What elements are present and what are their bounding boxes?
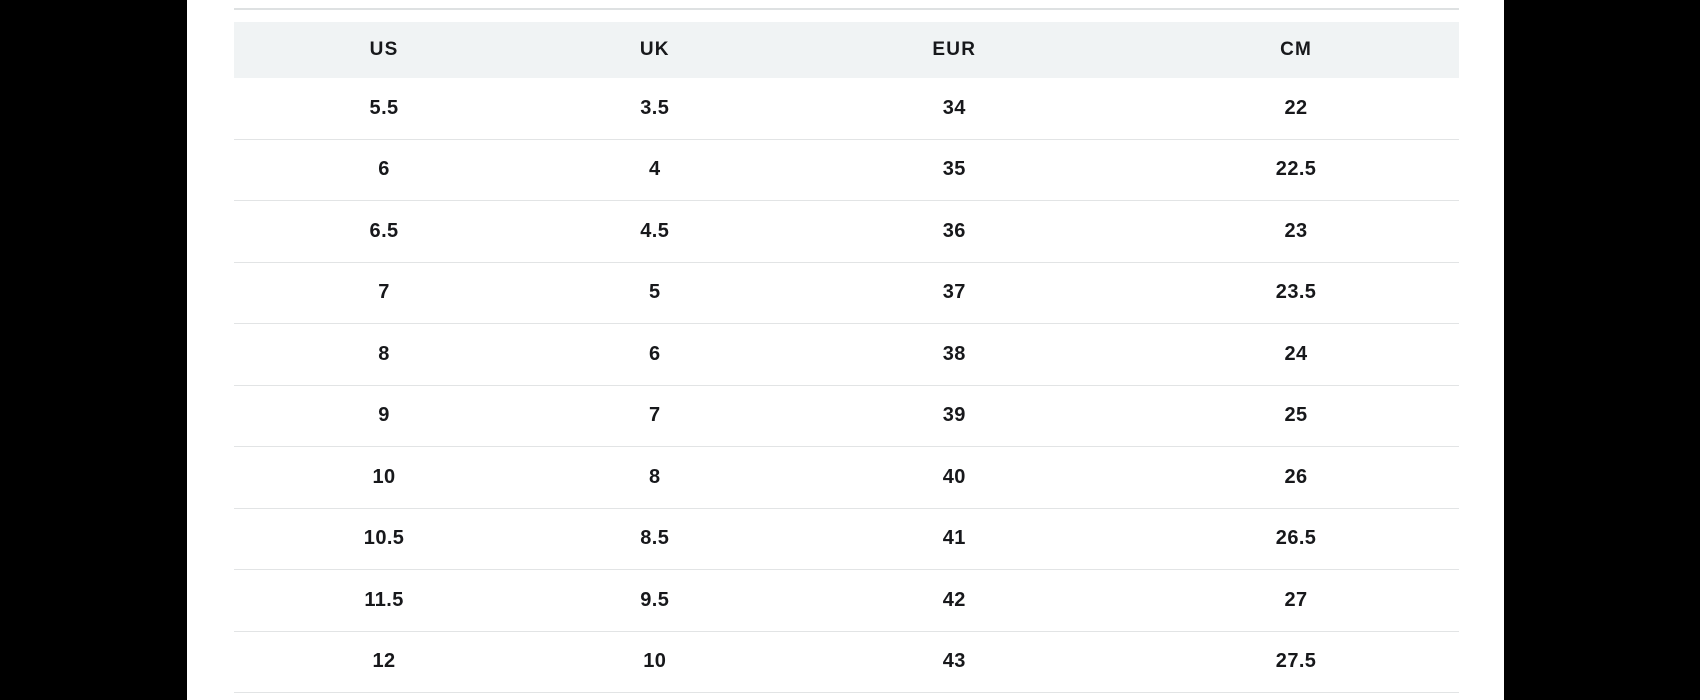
table-cell: 6.5 [234, 200, 535, 263]
top-divider-line [234, 8, 1459, 10]
table-cell: 6 [234, 139, 535, 201]
table-cell: 10 [234, 446, 535, 509]
table-row: 6 4 35 22.5 [234, 139, 1459, 201]
table-cell: 36 [775, 200, 1134, 263]
table-cell: 40 [775, 446, 1134, 509]
table-cell: 6 [534, 323, 776, 386]
table-cell: 23 [1133, 200, 1459, 263]
table-cell: 27 [1133, 569, 1459, 632]
table-cell: 12 [234, 631, 535, 693]
table-cell: 22 [1133, 78, 1459, 140]
table-cell: 27.5 [1133, 631, 1459, 693]
table-cell: 4.5 [534, 200, 776, 263]
table-row: 7 5 37 23.5 [234, 262, 1459, 324]
table-row: 5.5 3.5 34 22 [234, 78, 1459, 140]
table-row: 6.5 4.5 36 23 [234, 200, 1459, 263]
table-cell: 26 [1133, 446, 1459, 509]
table-cell: 24 [1133, 323, 1459, 386]
table-row: 8 6 38 24 [234, 323, 1459, 386]
table-cell: 3.5 [534, 78, 776, 140]
table-cell: 7 [534, 385, 776, 447]
table-body: 5.5 3.5 34 22 6 4 35 22.5 6.5 4.5 36 23 7 5 37 23.5 8 6 38… [234, 78, 1459, 693]
column-header-cm: CM [1133, 22, 1459, 78]
table-row: 10 8 40 26 [234, 446, 1459, 509]
table-header-row: US UK EUR CM [234, 22, 1459, 78]
table-cell: 38 [775, 323, 1134, 386]
table-cell: 9 [234, 385, 535, 447]
table-cell: 26.5 [1133, 508, 1459, 570]
table-cell: 5.5 [234, 78, 535, 140]
table-cell: 4 [534, 139, 776, 201]
table-cell: 41 [775, 508, 1134, 570]
table-cell: 35 [775, 139, 1134, 201]
right-black-panel [1504, 0, 1700, 700]
table-cell: 43 [775, 631, 1134, 693]
table-row: 12 10 43 27.5 [234, 631, 1459, 693]
table-cell: 22.5 [1133, 139, 1459, 201]
size-chart-section: US UK EUR CM 5.5 3.5 34 22 6 4 35 22.5 6.5 4.5 36 2… [234, 22, 1459, 693]
left-black-panel [0, 0, 187, 700]
column-header-eur: EUR [775, 22, 1134, 78]
size-chart-table: US UK EUR CM 5.5 3.5 34 22 6 4 35 22.5 6.5 4.5 36 2… [234, 22, 1459, 693]
table-cell: 8 [234, 323, 535, 386]
table-cell: 7 [234, 262, 535, 324]
table-cell: 34 [775, 78, 1134, 140]
table-cell: 10 [534, 631, 776, 693]
column-header-us: US [234, 22, 535, 78]
table-cell: 8 [534, 446, 776, 509]
table-cell: 37 [775, 262, 1134, 324]
table-cell: 11.5 [234, 569, 535, 632]
table-cell: 10.5 [234, 508, 535, 570]
table-cell: 39 [775, 385, 1134, 447]
table-cell: 25 [1133, 385, 1459, 447]
table-cell: 8.5 [534, 508, 776, 570]
table-cell: 5 [534, 262, 776, 324]
table-row: 9 7 39 25 [234, 385, 1459, 447]
table-cell: 9.5 [534, 569, 776, 632]
table-cell: 23.5 [1133, 262, 1459, 324]
table-cell: 42 [775, 569, 1134, 632]
column-header-uk: UK [534, 22, 776, 78]
table-row: 10.5 8.5 41 26.5 [234, 508, 1459, 570]
table-row: 11.5 9.5 42 27 [234, 569, 1459, 632]
